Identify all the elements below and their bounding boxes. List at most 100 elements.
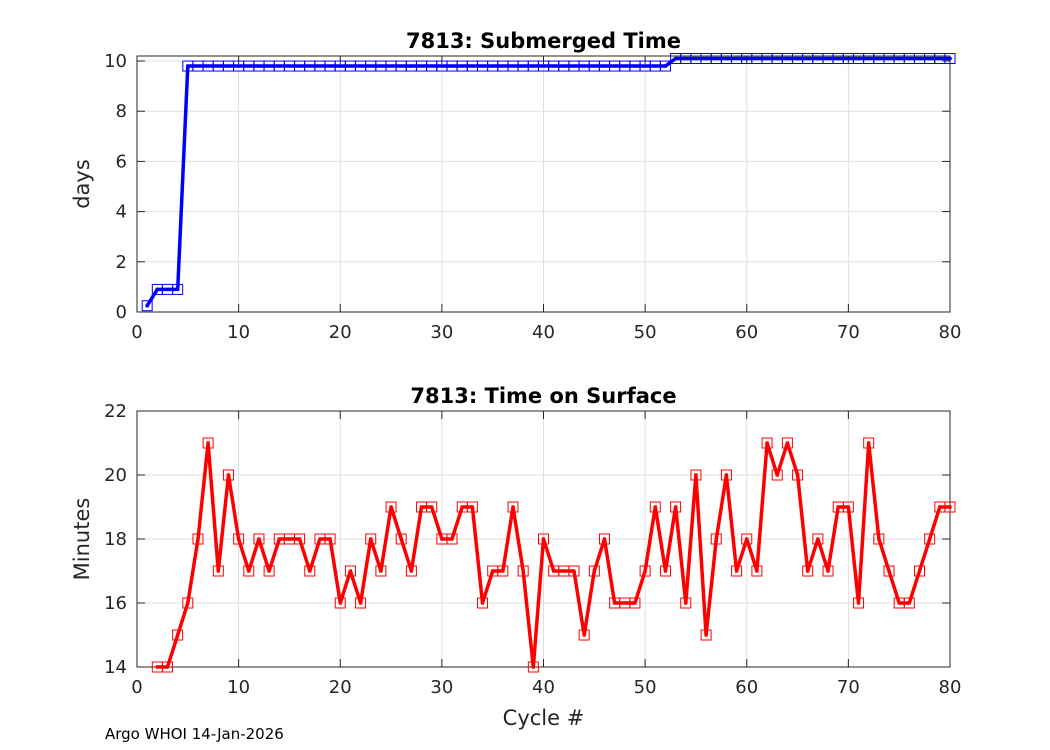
data-point-dot	[643, 569, 647, 573]
data-point-dot	[745, 537, 749, 541]
data-point-dot	[623, 601, 627, 605]
data-point-dot	[541, 64, 546, 68]
data-point	[670, 501, 682, 513]
data-point-dot	[846, 505, 850, 509]
data-point	[202, 437, 214, 449]
data-point	[863, 437, 875, 449]
data-point-dot	[480, 601, 485, 605]
data-point-dot	[450, 537, 454, 541]
data-point	[588, 565, 600, 577]
data-point-dot	[419, 505, 424, 509]
data-point-dot	[277, 537, 281, 541]
data-point	[781, 437, 793, 449]
data-point	[172, 629, 184, 641]
data-point-dot	[562, 64, 566, 68]
data-point-dot	[308, 64, 312, 68]
x-tick-label: 70	[837, 677, 860, 698]
data-point-dot	[694, 473, 698, 477]
data-point-dot	[826, 569, 830, 573]
data-point	[385, 501, 397, 513]
data-point-dot	[226, 473, 231, 477]
data-point-dot	[247, 569, 251, 573]
chart-title: 7813: Time on Surface	[410, 384, 676, 408]
data-point-dot	[369, 537, 373, 541]
data-point	[598, 533, 610, 545]
data-point-dot	[897, 56, 901, 61]
y-tick-label: 6	[116, 151, 127, 172]
y-tick-label: 4	[116, 202, 127, 223]
data-point-dot	[541, 537, 546, 541]
data-point	[395, 533, 407, 545]
data-point	[629, 597, 641, 609]
data-point	[649, 501, 661, 513]
data-point	[751, 565, 763, 577]
data-point-dot	[917, 56, 922, 61]
data-point-dot	[511, 505, 515, 509]
surface-time-axes: 0 10 20 30 40 50 60 70 80 14 16 18 20 22 7813: Time on…	[70, 384, 961, 730]
y-tick-label: 18	[104, 529, 127, 550]
data-point	[253, 533, 265, 545]
data-point	[680, 597, 692, 609]
data-point-dot	[480, 64, 485, 68]
data-point-dot	[806, 56, 810, 61]
data-point	[944, 53, 956, 65]
data-point-dot	[928, 537, 932, 541]
data-point-dot	[562, 569, 566, 573]
data-point-dot	[755, 56, 759, 61]
data-point	[568, 565, 580, 577]
data-point-dot	[653, 505, 657, 509]
data-point-dot	[663, 569, 668, 573]
data-point-dot	[653, 64, 657, 68]
data-point-dot	[643, 64, 647, 68]
data-point	[914, 565, 926, 577]
y-tick-label: 16	[104, 593, 127, 614]
data-point-dot	[155, 287, 159, 292]
data-point-dot	[491, 64, 495, 68]
data-point	[527, 661, 539, 673]
data-point-dot	[389, 505, 393, 509]
data-point-dot	[338, 64, 342, 68]
chart-title: 7813: Submerged Time	[406, 29, 681, 53]
data-point	[212, 565, 224, 577]
x-tick-label: 40	[532, 677, 555, 698]
data-point-dot	[287, 64, 292, 68]
y-tick-label: 0	[116, 302, 127, 323]
data-point	[822, 565, 834, 577]
data-point-dot	[948, 56, 952, 61]
data-point	[324, 533, 336, 545]
data-point-dot	[785, 56, 789, 61]
data-point	[294, 533, 306, 545]
x-tick-label: 10	[227, 322, 250, 343]
data-point	[873, 533, 885, 545]
data-point-dot	[186, 601, 190, 605]
y-tick-label: 10	[104, 51, 127, 72]
data-point-dot	[165, 665, 170, 669]
data-point-dot	[816, 56, 820, 61]
x-tick-label: 20	[329, 677, 352, 698]
data-point	[375, 565, 387, 577]
data-point	[192, 533, 204, 545]
data-point-dot	[186, 64, 190, 68]
data-point-dot	[511, 64, 515, 68]
data-point-dot	[856, 601, 861, 605]
data-point-dot	[948, 505, 952, 509]
data-point-dot	[206, 441, 210, 445]
data-point-dot	[399, 537, 403, 541]
data-point-dot	[633, 64, 637, 68]
data-point-dot	[592, 569, 596, 573]
data-point	[365, 533, 377, 545]
data-point-dot	[826, 56, 830, 61]
data-point	[578, 629, 590, 641]
data-point-dot	[714, 56, 718, 61]
data-point-dot	[572, 64, 576, 68]
x-tick-label: 60	[735, 677, 758, 698]
data-point-dot	[602, 537, 607, 541]
data-point-dot	[267, 569, 271, 573]
data-point	[853, 597, 865, 609]
data-point-dot	[928, 56, 932, 61]
data-point-dot	[440, 64, 444, 68]
data-point-dot	[399, 64, 403, 68]
data-point	[466, 501, 478, 513]
data-point	[731, 565, 743, 577]
data-point	[172, 283, 184, 295]
